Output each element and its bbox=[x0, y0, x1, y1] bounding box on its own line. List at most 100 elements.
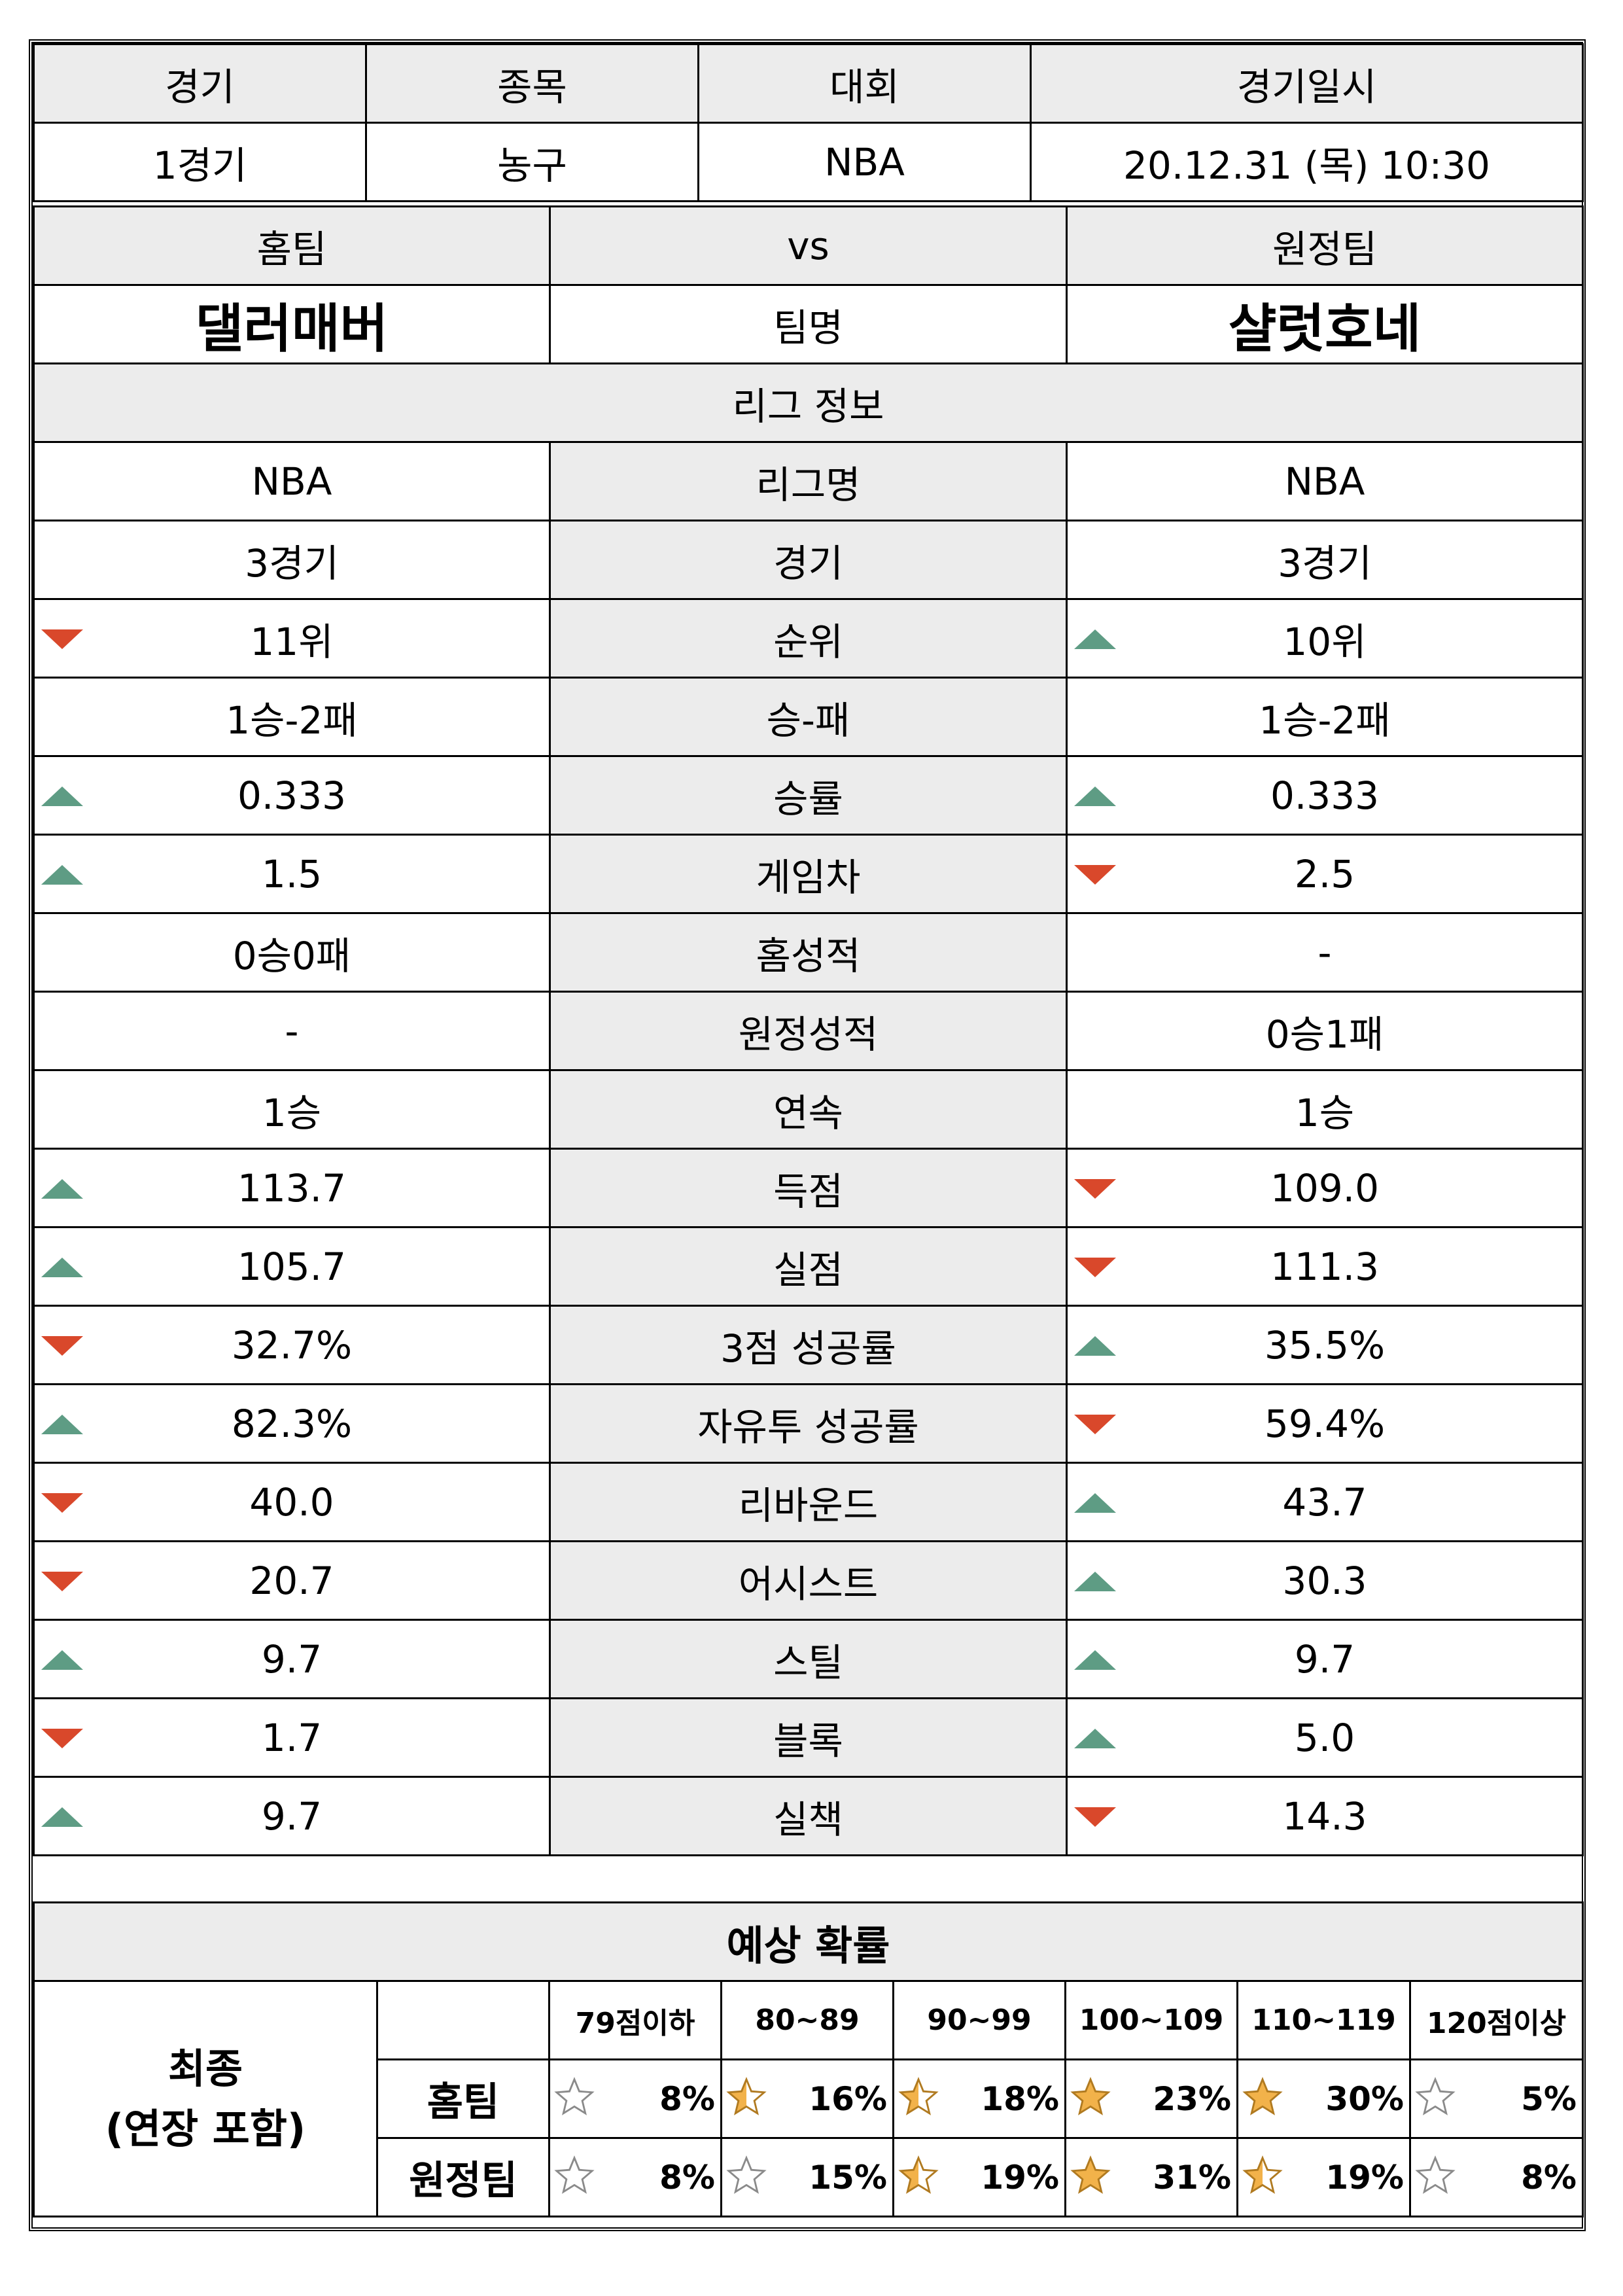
home-stat-text: 82.3% bbox=[231, 1401, 353, 1446]
home-stat-value: 113.7 bbox=[33, 1148, 551, 1228]
probability-value: 8% bbox=[1521, 2158, 1577, 2197]
away-stat-text: 43.7 bbox=[1282, 1479, 1367, 1525]
league-row: 3경기 경기 3경기 bbox=[33, 520, 1584, 600]
home-stat-value: - bbox=[33, 991, 551, 1071]
stat-label: 실책 bbox=[549, 1776, 1068, 1856]
league-row: 0승0패 홈성적 - bbox=[33, 912, 1584, 993]
league-row: 9.7 스틸 9.7 bbox=[33, 1619, 1584, 1699]
probability-cell: 19% bbox=[1236, 2137, 1411, 2217]
away-stat-text: - bbox=[1318, 930, 1332, 975]
home-stat-text: 0승0패 bbox=[232, 933, 351, 978]
stat-label: 스틸 bbox=[549, 1619, 1068, 1699]
trend-up-icon bbox=[1074, 1571, 1116, 1591]
home-stat-text: NBA bbox=[251, 459, 332, 504]
league-row: - 원정성적 0승1패 bbox=[33, 991, 1584, 1071]
away-stat-text: 2.5 bbox=[1294, 851, 1355, 896]
probability-value: 16% bbox=[809, 2079, 887, 2118]
home-stat-value: 1승-2패 bbox=[33, 677, 551, 757]
home-stat-text: 1.7 bbox=[261, 1715, 323, 1760]
probability-value: 19% bbox=[981, 2158, 1059, 2197]
trend-down-icon bbox=[1074, 1414, 1116, 1434]
home-stat-text: - bbox=[285, 1008, 299, 1053]
trend-down-icon bbox=[1074, 1807, 1116, 1827]
away-stat-text: 35.5% bbox=[1264, 1322, 1386, 1368]
home-stat-value: 9.7 bbox=[33, 1619, 551, 1699]
probability-cell: 8% bbox=[548, 2058, 722, 2139]
home-stat-value: 0.333 bbox=[33, 755, 551, 836]
away-stat-text: 1승 bbox=[1295, 1090, 1355, 1135]
away-stat-text: 5.0 bbox=[1294, 1715, 1355, 1760]
stat-label-text: 리그명 bbox=[756, 462, 861, 507]
vs-label: vs bbox=[549, 205, 1068, 286]
league-row: 82.3% 자유투 성공률 59.4% bbox=[33, 1383, 1584, 1464]
trend-down-icon bbox=[41, 629, 83, 649]
datetime-label: 경기일시 bbox=[1030, 43, 1584, 124]
league-row: 1.7 블록 5.0 bbox=[33, 1697, 1584, 1778]
home-stat-text: 40.0 bbox=[249, 1479, 334, 1525]
stat-label-text: 승-패 bbox=[766, 698, 850, 743]
stat-label-text: 리바운드 bbox=[738, 1483, 879, 1528]
probability-value: 19% bbox=[1325, 2158, 1404, 2197]
trend-up-icon bbox=[41, 1257, 83, 1277]
home-stat-value: 9.7 bbox=[33, 1776, 551, 1856]
probability-value: 18% bbox=[981, 2079, 1059, 2118]
home-stat-value: 1.7 bbox=[33, 1697, 551, 1778]
stat-label-text: 어시스트 bbox=[738, 1561, 879, 1606]
away-stat-value: - bbox=[1066, 912, 1584, 993]
score-bucket-header: 90~99 bbox=[892, 1980, 1066, 2060]
probability-value: 15% bbox=[809, 2158, 887, 2197]
away-stat-value: 0.333 bbox=[1066, 755, 1584, 836]
prediction-title: 예상 확률 bbox=[33, 1901, 1584, 1982]
home-stat-text: 1승-2패 bbox=[226, 698, 358, 743]
stat-label: 블록 bbox=[549, 1697, 1068, 1778]
home-stat-value: 20.7 bbox=[33, 1540, 551, 1621]
trend-up-icon bbox=[41, 1414, 83, 1434]
stat-label-text: 블록 bbox=[773, 1718, 843, 1763]
trend-down-icon bbox=[1074, 1178, 1116, 1199]
trend-up-icon bbox=[1074, 1335, 1116, 1356]
trend-down-icon bbox=[1074, 864, 1116, 885]
home-stat-text: 1승 bbox=[262, 1090, 322, 1135]
score-bucket-header: 100~109 bbox=[1064, 1980, 1238, 2060]
match-label: 경기 bbox=[33, 43, 367, 124]
league-row: NBA 리그명 NBA bbox=[33, 441, 1584, 521]
score-bucket-header: 79점이하 bbox=[548, 1980, 722, 2060]
match-value: 1경기 bbox=[33, 122, 367, 202]
league-row: 40.0 리바운드 43.7 bbox=[33, 1462, 1584, 1542]
away-stat-text: 0.333 bbox=[1270, 773, 1380, 818]
home-team-name: 댈러매버 bbox=[33, 284, 551, 364]
trend-down-icon bbox=[41, 1335, 83, 1356]
trend-up-icon bbox=[1074, 1728, 1116, 1748]
away-stat-value: 9.7 bbox=[1066, 1619, 1584, 1699]
stat-label: 어시스트 bbox=[549, 1540, 1068, 1621]
away-stat-text: 30.3 bbox=[1282, 1558, 1367, 1603]
league-info-title: 리그 정보 bbox=[33, 362, 1584, 443]
probability-cell: 31% bbox=[1064, 2137, 1238, 2217]
datetime-value: 20.12.31 (목) 10:30 bbox=[1030, 122, 1584, 202]
stat-label: 원정성적 bbox=[549, 991, 1068, 1071]
league-row: 11위 순위 10위 bbox=[33, 598, 1584, 679]
home-stat-text: 9.7 bbox=[261, 1636, 323, 1682]
stat-label-text: 승률 bbox=[773, 776, 843, 821]
home-stat-text: 113.7 bbox=[237, 1165, 347, 1210]
trend-up-icon bbox=[1074, 629, 1116, 649]
match-info-table: 경기 종목 대회 경기일시 1경기 농구 NBA 20.12.31 (목) 10… bbox=[33, 43, 1584, 202]
league-info-table: 홈팀 vs 원정팀 댈러매버 팀명 샬럿호네 리그 정보 NBA 리그명 NBA 3경… bbox=[33, 205, 1584, 1856]
league-row: 9.7 실책 14.3 bbox=[33, 1776, 1584, 1856]
away-stat-text: 9.7 bbox=[1294, 1636, 1355, 1682]
stat-label: 경기 bbox=[549, 520, 1068, 600]
home-stat-value: 11위 bbox=[33, 598, 551, 679]
stat-label-text: 실책 bbox=[773, 1797, 843, 1842]
trend-down-icon bbox=[1074, 1257, 1116, 1277]
trend-up-icon bbox=[41, 864, 83, 885]
stat-label-text: 순위 bbox=[773, 619, 843, 664]
away-stat-text: 109.0 bbox=[1270, 1165, 1380, 1210]
stat-label-text: 득점 bbox=[773, 1169, 843, 1214]
away-team-label: 원정팀 bbox=[1066, 205, 1584, 286]
home-stat-value: 32.7% bbox=[33, 1305, 551, 1385]
home-team-prediction-label: 홈팀 bbox=[376, 2058, 550, 2139]
home-stat-text: 11위 bbox=[250, 619, 334, 664]
away-stat-value: 109.0 bbox=[1066, 1148, 1584, 1228]
trend-down-icon bbox=[41, 1571, 83, 1591]
trend-up-icon bbox=[1074, 1650, 1116, 1670]
